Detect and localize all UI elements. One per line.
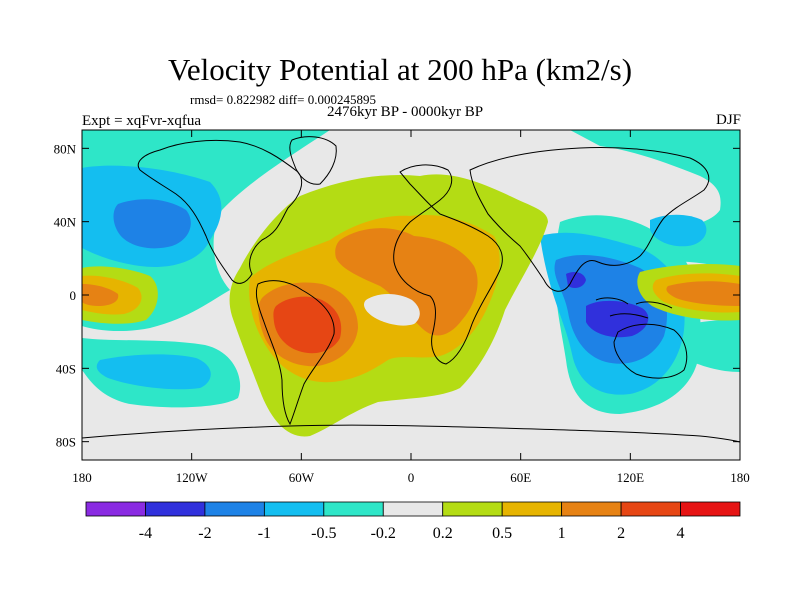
lon-tick-label: 180 [72,470,92,485]
lon-tick-label: 60E [510,470,531,485]
experiment-label: Expt = xqFvr-xqfua [82,113,201,129]
colorbar-swatch [620,501,681,517]
lat-tick-label: 40N [54,215,77,230]
coastline-south-america [255,280,335,426]
coastline-greenland [289,136,337,185]
colorbar-label: 0.5 [492,525,512,542]
colorbar-label: -0.5 [311,525,336,542]
map-title: Velocity Potential at 200 hPa (km2/s) [167,52,633,87]
lon-tick-label: 120W [176,470,209,485]
colorbar-swatch [323,501,384,517]
colorbar-label: 4 [677,525,685,542]
latitude-axis: 80N 40N 0 40S 80S [54,141,740,450]
coastlines [82,136,740,443]
coastline-australia [613,323,688,379]
colorbar-label: 2 [617,525,625,542]
colorbar-swatch [204,501,265,517]
contour-neutral-equatorial-atlantic [364,294,420,326]
contour-blue-indonesia [586,300,649,338]
colorbar-label: 1 [558,525,566,542]
lat-tick-label: 40S [56,361,76,376]
lat-tick-label: 80S [56,435,76,450]
period-label: 2476kyr BP - 0000kyr BP [326,104,484,120]
colorbar-swatch [680,501,741,517]
coastline-antarctica [82,424,740,443]
colorbar-swatch [442,501,503,517]
colorbar: -4 -2 -1 -0.5 -0.2 0.2 0.5 1 2 4 [85,501,741,542]
longitude-axis: 180 120W 60W 0 60E 120E 180 [72,130,750,485]
colorbar-swatch [382,501,444,517]
colorbar-swatch [561,501,622,517]
colorbar-label: -4 [139,525,152,542]
colorbar-swatch [85,501,146,517]
contour-orange-africa [335,228,478,336]
coastline-asia [469,146,710,292]
coastline-north-america [137,139,303,284]
contour-redorange-south-america [273,296,342,354]
contour-blue-bay-of-bengal [566,272,586,288]
colorbar-label: -0.2 [371,525,396,542]
contour-cyan-south-pacific [96,354,211,390]
colorbar-label: -1 [258,525,271,542]
contour-blue-north-pacific [113,199,191,249]
contour-orange-west-pacific [666,281,740,306]
lon-tick-label: 120E [617,470,645,485]
colorbar-swatch [263,501,325,517]
season-label: DJF [715,112,741,128]
colorbar-label: 0.2 [433,525,453,542]
lat-tick-label: 80N [54,141,77,156]
contour-cyan-northwest-pacific [650,214,707,247]
coastline-europe-africa [393,164,503,365]
lon-tick-label: 180 [730,470,750,485]
colorbar-label: -2 [198,525,211,542]
rmsd-diff-stats: rmsd= 0.822982 diff= 0.000245895 [190,92,376,107]
lon-tick-label: 60W [289,470,315,485]
lat-tick-label: 0 [70,288,77,303]
colorbar-swatch [501,501,563,517]
coastline-indonesia [595,297,673,319]
contour-orange-central-pacific [82,284,119,306]
contour-field [82,130,740,460]
colorbar-swatch [145,501,206,517]
lon-tick-label: 0 [408,470,415,485]
